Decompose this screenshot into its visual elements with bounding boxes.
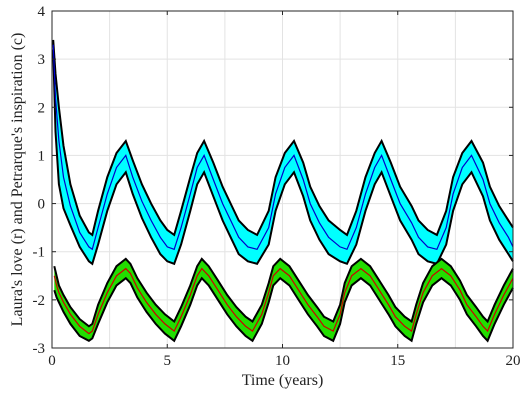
y-tick-label: -1: [33, 245, 46, 261]
y-tick-label: 4: [38, 4, 46, 20]
x-axis-label: Time (years): [242, 372, 324, 389]
y-tick-label: 3: [38, 52, 46, 68]
x-tick-label: 10: [275, 353, 290, 369]
series-0-upper-line: [52, 39, 514, 237]
y-axis-label: Laura's love (r) and Petrarque's inspira…: [9, 33, 26, 327]
series-0-lower-line: [52, 49, 514, 266]
series-0-center-line: [52, 44, 514, 251]
x-tick-label: 20: [506, 353, 521, 369]
ticks: 0 5 10 15 20 -3 -2 -1 0 1 2 3 4: [33, 4, 521, 369]
x-tick-label: 5: [164, 353, 172, 369]
y-tick-label: -2: [33, 293, 46, 309]
series-group: [52, 39, 514, 343]
x-tick-label: 15: [390, 353, 405, 369]
x-tick-label: 0: [48, 353, 56, 369]
y-tick-label: 2: [38, 100, 46, 116]
series-1-center-line: [53, 267, 514, 335]
y-tick-label: -3: [33, 341, 46, 357]
series-1-upper-line: [53, 257, 514, 328]
series-1-lower-line: [53, 276, 514, 343]
y-tick-label: 0: [38, 197, 46, 213]
y-tick-label: 1: [38, 148, 46, 164]
series-0-band: [53, 39, 513, 264]
